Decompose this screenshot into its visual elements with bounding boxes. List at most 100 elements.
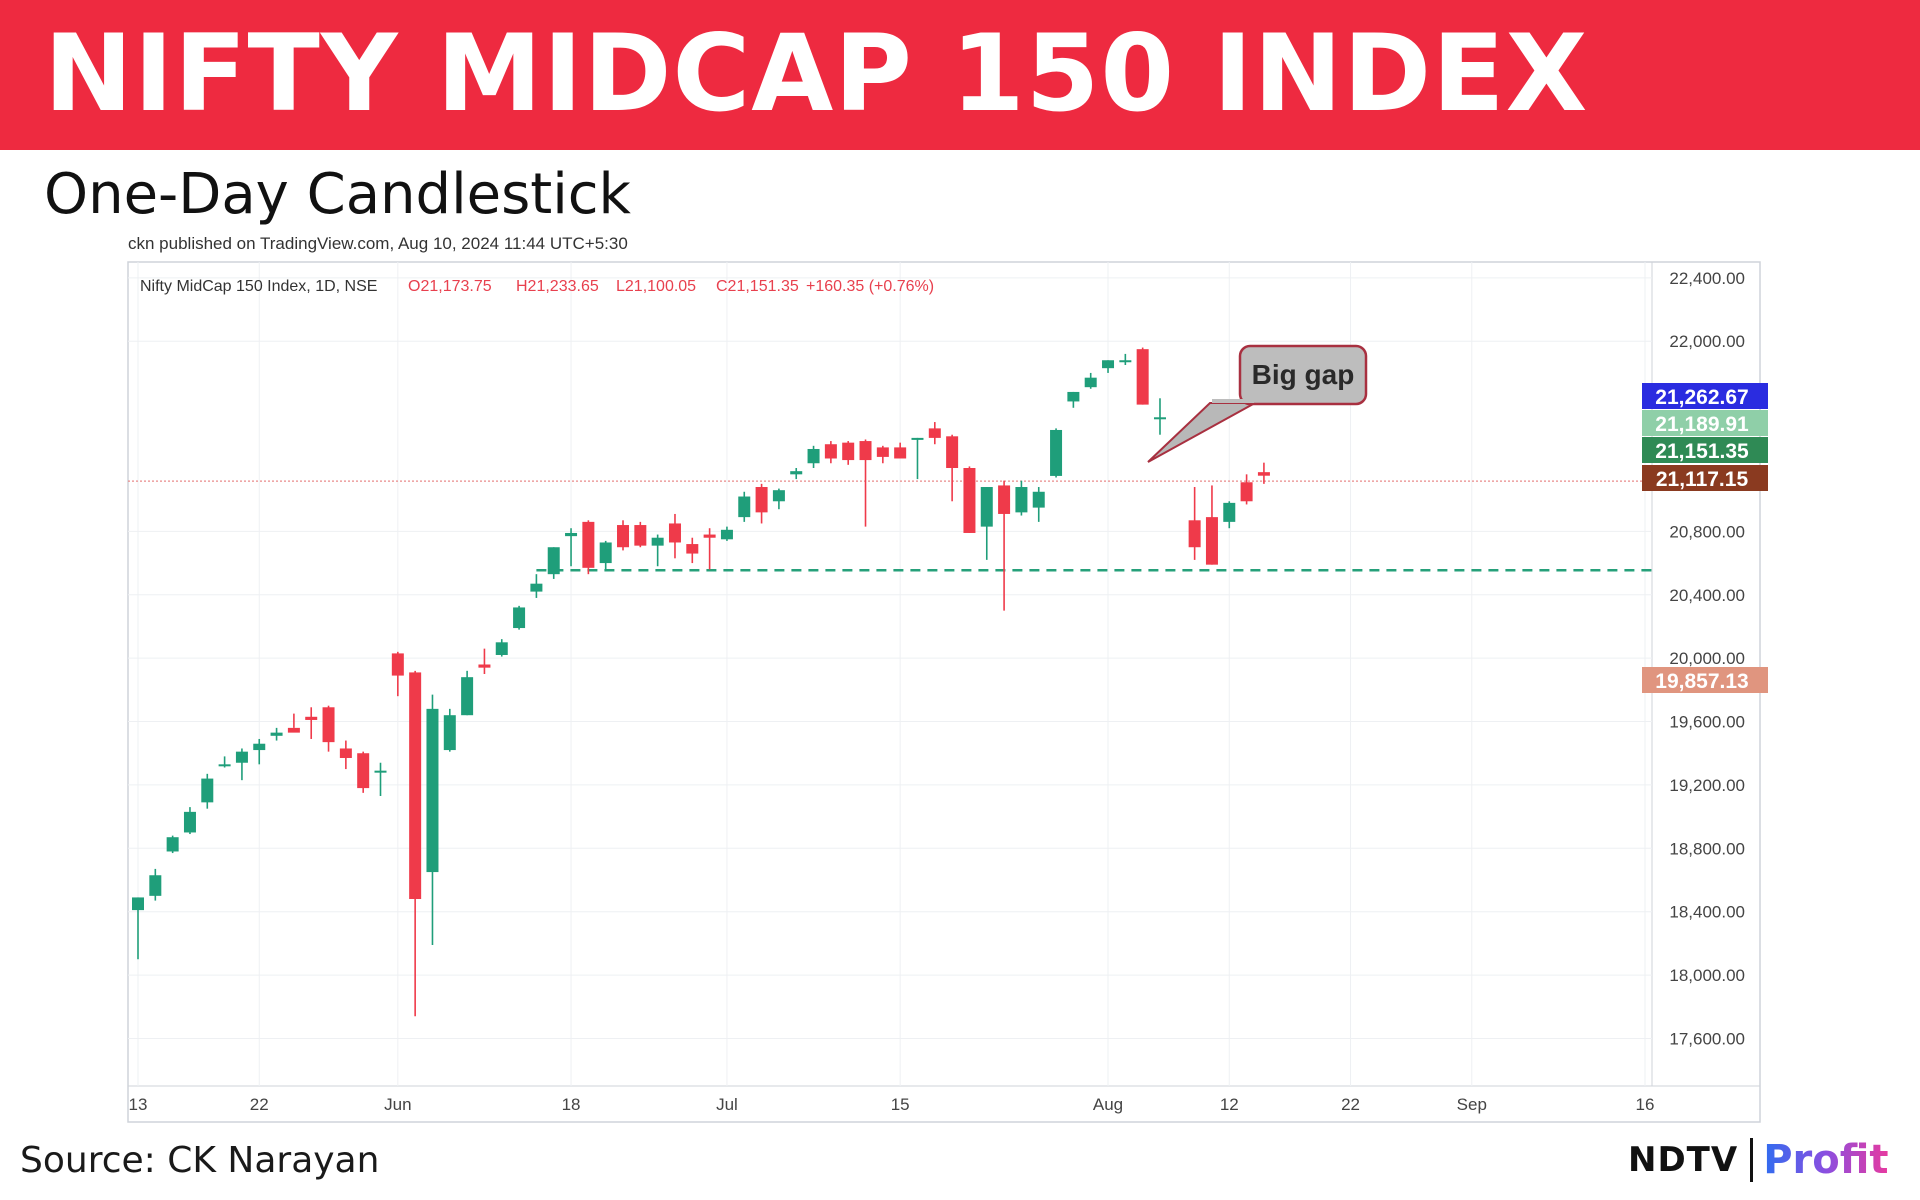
candle-body bbox=[738, 496, 751, 518]
candle bbox=[1223, 501, 1236, 529]
candle-body bbox=[824, 444, 837, 459]
candle bbox=[513, 605, 526, 630]
candle-body bbox=[1084, 377, 1097, 388]
candle bbox=[946, 434, 959, 502]
candle bbox=[807, 445, 820, 468]
candle bbox=[998, 480, 1011, 611]
candle bbox=[218, 756, 231, 768]
x-tick-label: 12 bbox=[1220, 1095, 1239, 1114]
price-label-box bbox=[1642, 437, 1768, 463]
candle-body bbox=[287, 727, 300, 733]
candle bbox=[963, 466, 976, 533]
page-title: NIFTY MIDCAP 150 INDEX bbox=[44, 12, 1589, 135]
candle bbox=[357, 751, 370, 793]
candle bbox=[305, 707, 318, 739]
candle bbox=[980, 487, 993, 560]
candle bbox=[565, 528, 578, 567]
candle-body bbox=[1136, 349, 1149, 405]
candle-body bbox=[755, 487, 768, 513]
candle-body bbox=[495, 642, 508, 655]
price-label-text: 19,857.13 bbox=[1655, 670, 1748, 693]
candle bbox=[651, 534, 664, 567]
candle-body bbox=[1153, 417, 1166, 420]
candle-body bbox=[911, 437, 924, 440]
candle bbox=[149, 868, 162, 901]
candle bbox=[1240, 474, 1253, 505]
candle bbox=[443, 708, 456, 752]
candle bbox=[668, 513, 681, 559]
candle bbox=[894, 442, 907, 459]
candle-body bbox=[461, 677, 474, 716]
candle bbox=[270, 727, 283, 741]
price-label-text: 21,151.35 bbox=[1655, 440, 1749, 463]
logo-ndtv: NDTV bbox=[1628, 1140, 1739, 1180]
candle-body bbox=[1067, 391, 1080, 402]
candle-body bbox=[132, 897, 144, 911]
candle bbox=[235, 748, 248, 781]
chart-legend: Nifty MidCap 150 Index, 1D, NSE O21,173.… bbox=[140, 278, 934, 295]
candle bbox=[738, 491, 751, 522]
candle-body bbox=[668, 523, 681, 543]
x-tick-label: Aug bbox=[1093, 1095, 1123, 1114]
price-label-box bbox=[1642, 410, 1768, 436]
candle bbox=[599, 540, 612, 570]
price-label: 19,857.13 bbox=[1642, 667, 1768, 693]
price-label-box bbox=[1642, 383, 1768, 409]
candle-body bbox=[270, 732, 283, 736]
x-tick-label: Sep bbox=[1457, 1095, 1487, 1114]
candle-body bbox=[1240, 482, 1253, 502]
candle bbox=[1119, 353, 1132, 365]
candle-body bbox=[842, 442, 855, 461]
price-label-box bbox=[1642, 667, 1768, 693]
candle-body bbox=[201, 778, 214, 803]
candle-body bbox=[807, 448, 820, 464]
price-label: 21,151.35 bbox=[1642, 437, 1768, 463]
candle bbox=[409, 670, 422, 1017]
candle bbox=[876, 445, 889, 464]
candle-body bbox=[703, 534, 716, 538]
y-tick-label: 22,000.00 bbox=[1669, 332, 1745, 351]
candle bbox=[755, 483, 768, 524]
candle-body bbox=[582, 521, 595, 568]
candle bbox=[495, 639, 508, 657]
candle-body bbox=[1223, 502, 1236, 522]
candle bbox=[1050, 428, 1063, 478]
callout-text: Big gap bbox=[1252, 359, 1355, 390]
candle bbox=[132, 897, 144, 960]
candle bbox=[374, 762, 387, 797]
candle bbox=[1257, 462, 1270, 484]
candle bbox=[1032, 487, 1045, 522]
candle-body bbox=[651, 537, 664, 546]
candle-body bbox=[894, 447, 907, 459]
candle bbox=[634, 521, 647, 548]
price-label: 21,262.67 bbox=[1642, 383, 1768, 409]
candle bbox=[911, 437, 924, 480]
candle bbox=[201, 773, 214, 809]
candle-body bbox=[253, 743, 266, 751]
candle bbox=[582, 520, 595, 575]
x-axis-ticks: 13 22 Jun 18 Jul 15 Aug 12 22 Sep 16 bbox=[129, 1095, 1655, 1114]
candle-body bbox=[391, 653, 404, 676]
candle-body bbox=[357, 753, 370, 789]
y-tick-label: 20,400.00 bbox=[1669, 586, 1745, 605]
ndtv-profit-logo: NDTV Profit bbox=[1628, 1135, 1888, 1185]
candle-body bbox=[235, 751, 248, 763]
candle-body bbox=[322, 707, 335, 743]
candle-body bbox=[1102, 360, 1115, 369]
price-label-text: 21,189.91 bbox=[1655, 413, 1749, 436]
x-tick-label: 13 bbox=[129, 1095, 148, 1114]
candle-body bbox=[1205, 517, 1218, 565]
title-banner: NIFTY MIDCAP 150 INDEX bbox=[0, 0, 1920, 150]
candle-body bbox=[374, 770, 387, 773]
candle-body bbox=[409, 672, 422, 900]
candle-body bbox=[565, 532, 578, 537]
candle-body bbox=[1032, 491, 1045, 508]
x-tick-label: Jun bbox=[384, 1095, 411, 1114]
price-label-box bbox=[1642, 465, 1768, 491]
candle-body bbox=[426, 708, 439, 873]
candle-body bbox=[928, 428, 941, 438]
candle bbox=[703, 528, 716, 570]
y-tick-label: 20,800.00 bbox=[1669, 522, 1745, 541]
candle-body bbox=[720, 529, 733, 540]
candle-body bbox=[980, 487, 993, 527]
